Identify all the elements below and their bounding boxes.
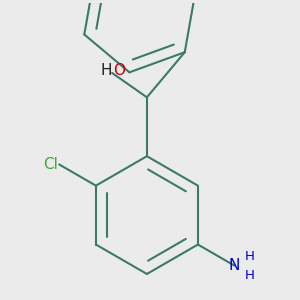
Text: H: H xyxy=(101,63,112,78)
Text: Cl: Cl xyxy=(43,157,58,172)
Text: H: H xyxy=(245,250,255,263)
Text: H: H xyxy=(245,268,255,281)
Text: O: O xyxy=(113,63,125,78)
Text: N: N xyxy=(229,258,240,273)
